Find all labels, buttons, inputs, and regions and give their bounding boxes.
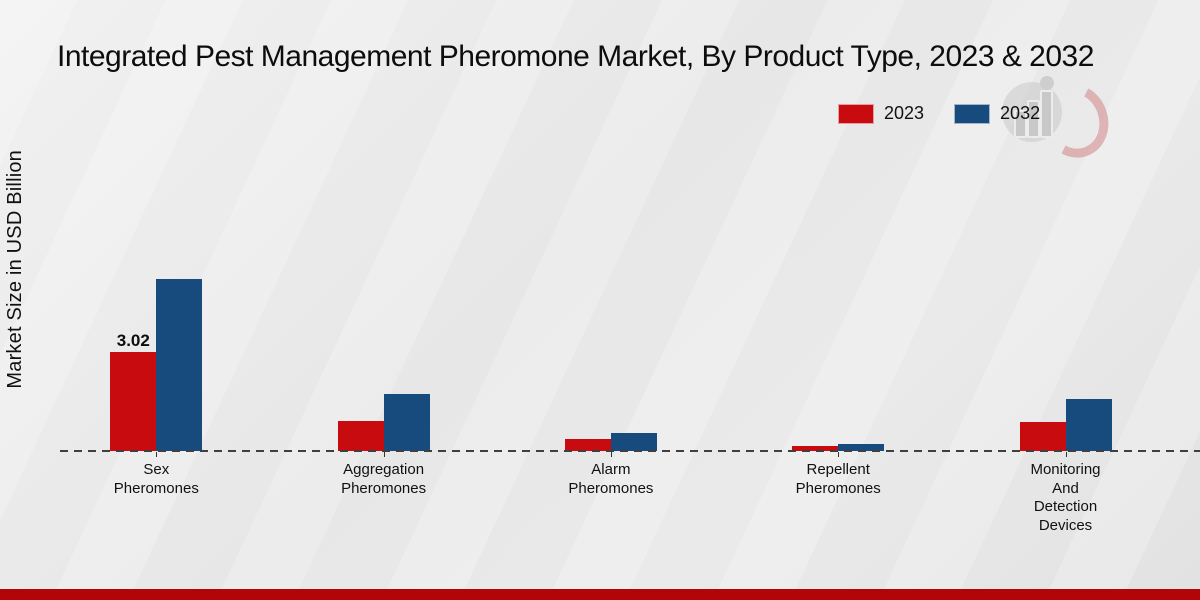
bar-2032-monitoring-and-detection-devices xyxy=(1065,399,1112,451)
footer-red-band xyxy=(0,589,1200,600)
watermark-logo xyxy=(1002,75,1118,167)
bar-2032-repellent-pheromones xyxy=(838,444,885,451)
bar-2023-aggregation-pheromones xyxy=(337,421,384,451)
legend-item-2023: 2023 xyxy=(838,103,924,124)
x-axis-tick xyxy=(610,452,612,457)
legend: 2023 2032 xyxy=(838,103,1040,124)
watermark-head-icon xyxy=(1040,76,1054,90)
category-label-repellent-pheromones: Repellent Pheromones xyxy=(795,461,881,497)
x-axis-tick xyxy=(838,452,840,457)
legend-swatch-2032-icon xyxy=(954,103,991,124)
x-axis-tick xyxy=(383,452,385,457)
bar-2023-sex-pheromones xyxy=(110,352,157,451)
bar-2023-monitoring-and-detection-devices xyxy=(1019,422,1066,451)
bar-2023-alarm-pheromones xyxy=(564,439,611,451)
bar-2032-aggregation-pheromones xyxy=(383,394,430,451)
category-label-alarm-pheromones: Alarm Pheromones xyxy=(568,461,654,497)
x-axis-line xyxy=(60,450,1200,452)
x-axis-tick xyxy=(1065,452,1067,457)
bar-2032-alarm-pheromones xyxy=(610,433,657,451)
category-label-monitoring-and-detection-devices: Monitoring And Detection Devices xyxy=(1030,461,1101,534)
bar-2023-repellent-pheromones xyxy=(792,446,839,451)
watermark-bar-icon xyxy=(1027,100,1040,138)
legend-label-2023: 2023 xyxy=(884,103,925,123)
category-label-sex-pheromones: Sex Pheromones xyxy=(113,461,199,497)
watermark-bar-icon xyxy=(1014,110,1027,138)
legend-swatch-2023-icon xyxy=(838,103,874,124)
legend-item-2032: 2032 xyxy=(954,103,1040,124)
category-label-aggregation-pheromones: Aggregation Pheromones xyxy=(341,461,427,497)
chart-title: Integrated Pest Management Pheromone Mar… xyxy=(57,40,1094,73)
bar-value-label: 3.02 xyxy=(116,331,150,350)
x-axis-tick xyxy=(156,452,158,457)
bar-2032-sex-pheromones xyxy=(156,279,203,451)
watermark-bar-icon xyxy=(1040,90,1053,138)
legend-label-2032: 2032 xyxy=(1000,103,1041,123)
